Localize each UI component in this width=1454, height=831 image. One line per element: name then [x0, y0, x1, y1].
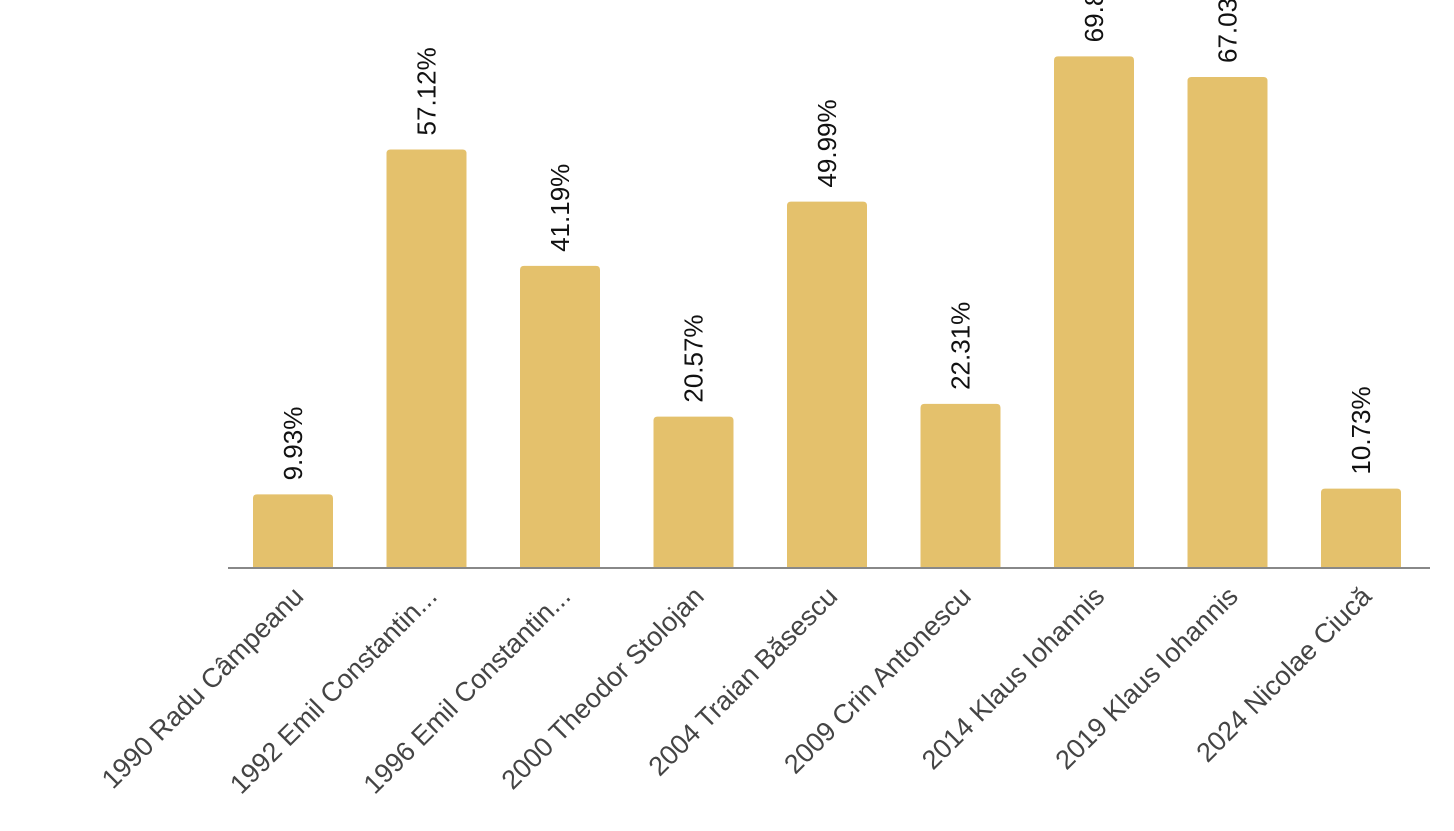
data-label: 69.86% [1079, 0, 1109, 42]
bar [653, 416, 734, 567]
bar [386, 149, 467, 567]
bar [520, 265, 600, 567]
bar [787, 201, 867, 567]
bar [1321, 488, 1401, 567]
bar [1187, 77, 1268, 568]
data-label: 9.93% [278, 407, 308, 481]
data-label: 22.31% [946, 302, 976, 390]
bar [1054, 56, 1134, 568]
data-label: 49.99% [812, 99, 842, 187]
data-label: 41.19% [545, 164, 575, 252]
data-labels-group: 9.93% 57.12% 41.19% 20.57% 49.99% 22.31% 69.86… [278, 0, 1376, 480]
bar [253, 494, 333, 567]
data-label: 67.03% [1213, 0, 1243, 63]
data-label: 57.12% [412, 47, 442, 135]
data-label: 20.57% [679, 314, 709, 402]
bar [920, 403, 1001, 567]
bars-group [253, 56, 1401, 568]
data-label: 10.73% [1346, 386, 1376, 474]
